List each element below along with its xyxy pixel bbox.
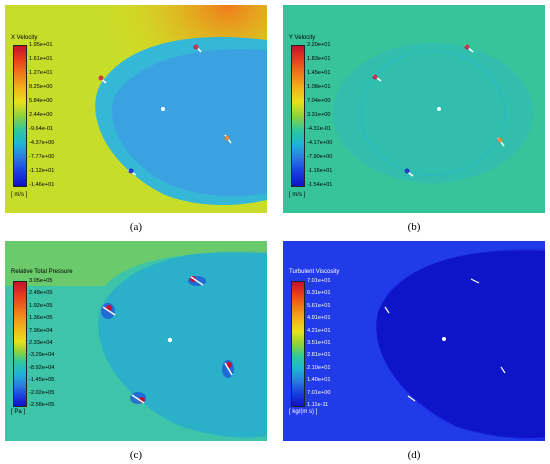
legend-unit: [ m/s ] bbox=[11, 192, 28, 198]
blade-markers bbox=[101, 276, 234, 404]
tick-label: 9.25e+00 bbox=[29, 84, 53, 90]
blade-markers bbox=[98, 44, 232, 176]
hub-dot bbox=[167, 337, 173, 343]
tick-label: -3.29e+04 bbox=[29, 352, 55, 358]
caption-a: (a) bbox=[129, 221, 143, 233]
legend-title: Relative Total Pressure bbox=[11, 269, 73, 275]
hub-dot bbox=[437, 107, 441, 111]
legend-unit: [ m/s ] bbox=[289, 192, 306, 198]
tick-label: 1.36e+05 bbox=[29, 315, 53, 321]
tick-label: 1.27e+01 bbox=[29, 70, 53, 76]
tick-label: 7.01e+00 bbox=[307, 390, 331, 396]
tick-label: 2.20e+01 bbox=[307, 42, 331, 48]
tick-label: 7.96e+04 bbox=[29, 328, 53, 334]
tick-label: 2.10e+01 bbox=[307, 365, 331, 371]
hub-dot bbox=[161, 107, 165, 111]
legend-unit: [ Pa ] bbox=[11, 409, 26, 415]
tick-label: 5.84e+00 bbox=[29, 98, 53, 104]
tick-label: 1.95e+01 bbox=[29, 42, 53, 48]
x-velocity-contour bbox=[5, 5, 267, 213]
tick-label: -7.90e+00 bbox=[307, 154, 333, 160]
tick-label: 1.83e+01 bbox=[307, 56, 331, 62]
tick-label: 1.92e+05 bbox=[29, 303, 53, 309]
blade-markers bbox=[384, 278, 506, 402]
tick-label: 1.61e+01 bbox=[29, 56, 53, 62]
tick-label: 7.04e+00 bbox=[307, 98, 331, 104]
tick-label: 1.11e-11 bbox=[307, 402, 329, 408]
tick-label: -1.45e+05 bbox=[29, 377, 55, 383]
blade-markers bbox=[372, 44, 505, 177]
tick-label: 1.45e+01 bbox=[307, 70, 331, 76]
tick-label: -9.64e-01 bbox=[29, 126, 53, 132]
colorbar bbox=[13, 281, 27, 407]
tick-label: -2.58e+05 bbox=[29, 402, 55, 408]
tick-label: 4.91e+01 bbox=[307, 315, 331, 321]
tick-label: 6.31e+01 bbox=[307, 290, 331, 296]
colorbar bbox=[291, 45, 305, 187]
tick-label: 1.08e+01 bbox=[307, 84, 331, 90]
hub-dot bbox=[442, 337, 446, 341]
tick-label: 2.44e+00 bbox=[29, 112, 53, 118]
caption-c: (c) bbox=[129, 449, 143, 461]
y-velocity-contour bbox=[283, 5, 545, 213]
tick-label: 5.61e+01 bbox=[307, 303, 331, 309]
tick-label: 3.31e+00 bbox=[307, 112, 331, 118]
tick-label: -1.12e+01 bbox=[29, 168, 55, 174]
panel-x-velocity: X Velocity 1.95e+01 1.61e+01 1.27e+01 9.… bbox=[5, 5, 267, 213]
tick-label: 2.33e+04 bbox=[29, 340, 53, 346]
panel-turbulent-viscosity: Turbulent Viscosity 7.01e+01 6.31e+01 5.… bbox=[283, 241, 545, 449]
tick-label: -1.54e+01 bbox=[307, 182, 333, 188]
caption-d: (d) bbox=[407, 449, 421, 461]
caption-b: (b) bbox=[407, 221, 421, 233]
tick-label: 4.21e+01 bbox=[307, 328, 331, 334]
tick-label: -1.46e+01 bbox=[29, 182, 55, 188]
legend-title: Turbulent Viscosity bbox=[289, 269, 340, 275]
tick-label: 3.51e+01 bbox=[307, 340, 331, 346]
legend-title: Y Velocity bbox=[289, 35, 316, 41]
colorbar bbox=[13, 45, 27, 187]
tick-label: -7.77e+00 bbox=[29, 154, 55, 160]
tick-label: -2.02e+05 bbox=[29, 390, 55, 396]
turbulent-viscosity-contour bbox=[283, 241, 545, 441]
panel-relative-total-pressure: Relative Total Pressure 3.05e+05 2.48e+0… bbox=[5, 241, 267, 449]
legend-title: X Velocity bbox=[11, 35, 38, 41]
tick-label: 7.01e+01 bbox=[307, 278, 331, 284]
pressure-contour bbox=[5, 241, 267, 441]
tick-label: -8.92e+04 bbox=[29, 365, 55, 371]
colorbar bbox=[291, 281, 305, 407]
panel-y-velocity: Y Velocity 2.20e+01 1.83e+01 1.45e+01 1.… bbox=[283, 5, 545, 213]
tick-label: 3.05e+05 bbox=[29, 278, 53, 284]
tick-label: -4.31e-01 bbox=[307, 126, 331, 132]
tick-label: 1.40e+01 bbox=[307, 377, 331, 383]
tick-label: -4.37e+00 bbox=[29, 140, 55, 146]
tick-label: 2.48e+05 bbox=[29, 290, 53, 296]
tick-label: 2.81e+01 bbox=[307, 352, 331, 358]
tick-label: -1.16e+01 bbox=[307, 168, 333, 174]
tick-label: -4.17e+00 bbox=[307, 140, 333, 146]
legend-unit: [ kg/(m s) ] bbox=[289, 409, 318, 415]
